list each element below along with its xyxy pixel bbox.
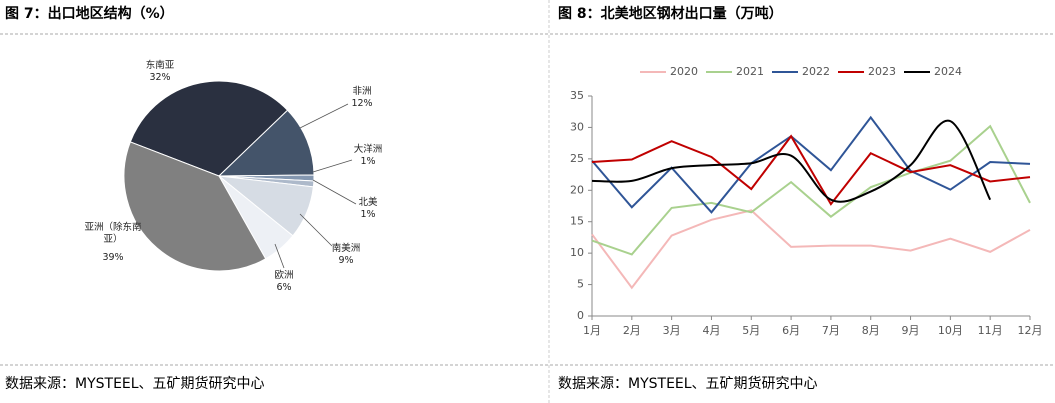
chart-title: 图 7：出口地区结构（%） [5,5,174,22]
pie-slice [129,80,289,177]
chart-title: 图 8：北美地区钢材出口量（万吨） [558,5,783,22]
slice-label: 非洲 [352,86,372,97]
x-tick-label: 1月 [583,324,601,337]
y-tick-label: 0 [577,309,584,322]
pie-slice [123,141,267,272]
leader-line [299,213,333,247]
series-line [591,119,992,203]
source: 数据来源：MYSTEEL、五矿期货研究中心 [5,375,265,392]
y-tick-label: 25 [570,152,584,165]
slice-value: 39% [102,252,124,263]
x-tick-label: 5月 [742,324,760,337]
leader-line [312,159,353,173]
y-tick-label: 10 [570,246,584,259]
y-tick-label: 35 [570,89,584,102]
slice-label: 东南亚 [145,60,175,71]
leader-line [299,103,349,129]
slice-value: 1% [360,156,376,167]
slice-value: 32% [149,72,171,83]
x-tick-label: 6月 [782,324,800,337]
y-tick-label: 30 [570,120,584,133]
x-tick-label: 10月 [938,324,963,337]
slice-value: 9% [338,255,354,266]
pie-slice [217,109,315,177]
y-tick-label: 15 [570,215,584,228]
y-tick-label: 20 [570,183,584,196]
legend-label: 2024 [934,65,962,78]
slice-label: 南美洲 [331,243,361,254]
slice-value: 6% [276,282,292,293]
series-line [591,124,1031,256]
x-tick-label: 11月 [978,324,1003,337]
series-line [591,209,1031,290]
slice-label: 大洋洲 [353,144,383,155]
x-tick-label: 12月 [1018,324,1043,337]
legend-label: 2022 [802,65,830,78]
legend-label: 2023 [868,65,896,78]
legend-label: 2021 [736,65,764,78]
leader-line [274,243,285,269]
x-tick-label: 7月 [822,324,840,337]
x-tick-label: 3月 [663,324,681,337]
series-line [591,115,1031,214]
x-tick-label: 9月 [902,324,920,337]
slice-label: 亚洲（除东南亚） [84,222,142,245]
source: 数据来源：MYSTEEL、五矿期货研究中心 [558,375,818,392]
y-tick-label: 5 [577,278,584,291]
legend-label: 2020 [670,65,698,78]
x-tick-label: 2月 [623,324,641,337]
series-line [591,134,1031,206]
x-tick-label: 4月 [702,324,720,337]
slice-value: 12% [351,98,373,109]
slice-value: 1% [360,209,376,220]
slice-label: 欧洲 [274,270,294,281]
x-tick-label: 8月 [862,324,880,337]
slice-label: 北美 [358,197,378,208]
leader-line [312,179,357,205]
